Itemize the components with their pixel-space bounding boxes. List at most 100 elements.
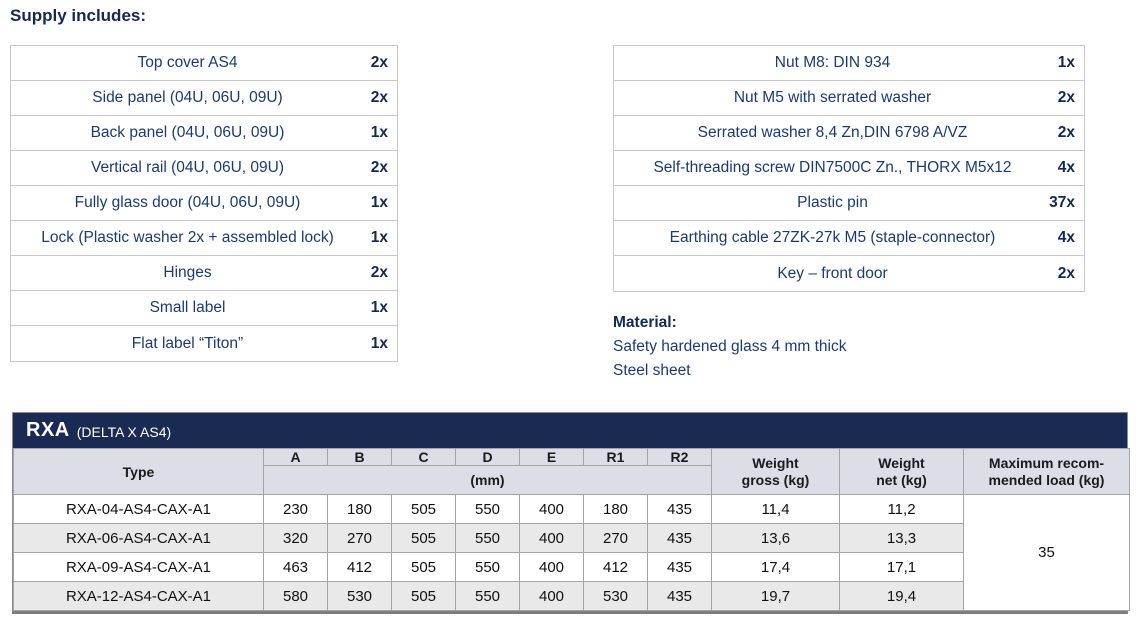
item-label: Serrated washer 8,4 Zn,DIN 6798 A/VZ [697,124,968,141]
cell-weight-net: 17,1 [839,552,964,582]
list-item: Nut M5 with serrated washer 2x [614,81,1084,116]
item-label: Top cover AS4 [137,54,238,71]
item-quantity: 2x [1057,264,1075,282]
cell-dim: 180 [327,494,392,524]
list-item: Small label 1x [11,291,397,326]
item-quantity: 2x [370,159,388,176]
list-item: Lock (Plastic washer 2x + assembled lock… [11,221,397,256]
cell-dim: 550 [455,552,520,582]
item-label: Fully glass door (04U, 06U, 09U) [74,194,301,211]
spec-table: Type A B C D E R1 R2 Weight gross (kg) We… [13,448,1130,611]
cell-weight-net: 13,3 [839,523,964,553]
table-row: RXA-09-AS4-CAX-A1 463 412 505 550 400 41… [13,552,1130,582]
item-quantity: 2x [370,89,388,106]
list-item: Key – front door 2x [614,256,1084,291]
cell-dim: 435 [647,552,712,582]
table-row: RXA-04-AS4-CAX-A1 230 180 505 550 400 18… [13,494,1130,611]
item-quantity: 1x [370,229,388,246]
item-label: Nut M8: DIN 934 [774,54,891,71]
cell-weight-net: 19,4 [839,581,964,611]
cell-dim: 435 [647,581,712,611]
cell-type: RXA-04-AS4-CAX-A1 [13,494,264,524]
cell-dim: 400 [519,552,584,582]
item-quantity: 1x [370,194,388,211]
cell-dim: 270 [327,523,392,553]
cell-dim: 180 [583,494,648,524]
material-heading: Material: [613,314,677,331]
item-label: Side panel (04U, 06U, 09U) [92,89,283,106]
cell-weight-gross: 11,4 [711,494,840,524]
material-line: Steel sheet [613,362,691,379]
list-item: Side panel (04U, 06U, 09U) 2x [11,81,397,116]
item-quantity: 2x [370,264,388,281]
list-item: Self-threading screw DIN7500C Zn., THORX… [614,151,1084,186]
spec-table-title: RXA [26,419,70,441]
cell-dim: 550 [455,494,520,524]
item-quantity: 37x [1049,194,1075,211]
table-row: RXA-12-AS4-CAX-A1 580 530 505 550 400 53… [13,581,1130,611]
col-header-weight-net: Weight net (kg) [839,448,964,495]
cell-type: RXA-06-AS4-CAX-A1 [13,523,264,553]
spec-table-body: RXA-04-AS4-CAX-A1 230 180 505 550 400 18… [13,494,1130,611]
item-quantity: 2x [1057,89,1075,106]
cell-weight-gross: 13,6 [711,523,840,553]
cell-weight-gross: 17,4 [711,552,840,582]
item-quantity: 4x [1057,229,1075,246]
supply-list-left: Top cover AS4 2x Side panel (04U, 06U, 09… [10,45,398,362]
cell-max-load: 35 [963,494,1130,611]
spec-table-container: RXA (DELTA X AS4) Type A B C D E R1 R2 W… [12,412,1130,614]
item-quantity: 4x [1057,159,1075,176]
item-quantity: 2x [1057,124,1075,141]
cell-dim: 400 [519,523,584,553]
cell-dim: 412 [583,552,648,582]
col-header-d: D [455,448,520,466]
item-label: Vertical rail (04U, 06U, 09U) [91,159,284,176]
item-label: Flat label “Titon” [131,334,244,352]
item-label: Back panel (04U, 06U, 09U) [90,124,285,141]
item-label: Small label [149,299,226,316]
cell-dim: 530 [583,581,648,611]
col-header-b: B [327,448,392,466]
item-label: Earthing cable 27ZK-27k M5 (staple-conne… [669,229,996,246]
list-item: Flat label “Titon” 1x [11,326,397,361]
spec-table-header: Type A B C D E R1 R2 Weight gross (kg) We… [13,448,1130,495]
col-header-a: A [263,448,328,466]
cell-dim: 530 [327,581,392,611]
cell-dim: 320 [263,523,328,553]
item-label: Nut M5 with serrated washer [733,89,932,106]
list-item: Back panel (04U, 06U, 09U) 1x [11,116,397,151]
item-quantity: 1x [370,299,388,316]
material-line: Safety hardened glass 4 mm thick [613,338,847,355]
page-title: Supply includes: [10,6,147,25]
cell-dim: 412 [327,552,392,582]
col-header-c: C [391,448,456,466]
cell-dim: 435 [647,523,712,553]
item-label: Hinges [163,264,212,281]
cell-dim: 270 [583,523,648,553]
cell-dim: 400 [519,494,584,524]
col-header-r2: R2 [647,448,712,466]
list-item: Plastic pin 37x [614,186,1084,221]
cell-dim: 435 [647,494,712,524]
material-section: Material: Safety hardened glass 4 mm thi… [613,311,846,383]
cell-dim: 400 [519,581,584,611]
cell-dim: 505 [391,523,456,553]
spec-table-titlebar: RXA (DELTA X AS4) [13,413,1127,448]
cell-dim: 580 [263,581,328,611]
cell-dim: 550 [455,523,520,553]
cell-dim: 505 [391,494,456,524]
cell-dim: 463 [263,552,328,582]
col-header-max-load: Maximum recom-mended load (kg) [963,448,1130,495]
list-item: Vertical rail (04U, 06U, 09U) 2x [11,151,397,186]
cell-weight-net: 11,2 [839,494,964,524]
cell-dim: 505 [391,581,456,611]
item-quantity: 1x [370,334,388,352]
list-item: Top cover AS4 2x [11,46,397,81]
spec-table-subtitle: (DELTA X AS4) [76,423,172,440]
item-label: Self-threading screw DIN7500C Zn., THORX… [653,159,1012,176]
cell-weight-gross: 19,7 [711,581,840,611]
item-label: Plastic pin [797,194,868,211]
item-quantity: 1x [1057,54,1075,71]
unit-header-mm: (mm) [263,465,712,495]
item-quantity: 1x [370,124,388,141]
